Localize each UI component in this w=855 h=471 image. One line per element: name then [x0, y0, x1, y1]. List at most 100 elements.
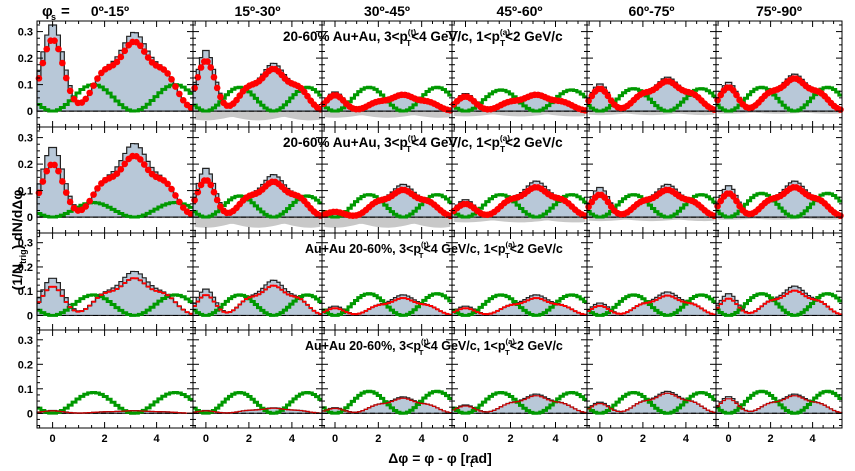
data-point-r0-c0-34 [168, 76, 175, 83]
panel-r2-c4 [586, 232, 717, 331]
panel-r0-c1 [191, 20, 324, 128]
data-point-r0-c0-33 [164, 70, 171, 77]
flow-curve-r3-c1 [193, 390, 322, 415]
panel-r1-c3 [450, 126, 589, 234]
xtick-label-c3-1: 2 [507, 433, 513, 445]
data-point-r0-c0-8 [66, 87, 74, 95]
column-header-4: 60º-75º [628, 3, 674, 19]
row-label-3-part-6: <2 GeV/c [510, 339, 563, 353]
data-point-r0-c0-12 [82, 95, 90, 103]
row-label-2-part-4: (a) [506, 240, 516, 249]
data-point-r1-c0-2 [43, 167, 51, 175]
ytick-label-r0-2: 0.2 [18, 53, 33, 65]
xtick-label-c5-0: 0 [726, 433, 732, 445]
data-point-r0-c5-5 [730, 87, 737, 94]
flow-curve-r2-c1 [193, 293, 322, 317]
flow-curve-r2-c0 [37, 293, 193, 317]
phi-s-equals: = [61, 3, 70, 20]
syst-band-r0-c5 [717, 111, 841, 114]
data-point-r0-c0-6 [59, 59, 66, 67]
flow-curve-r1-c4 [587, 193, 716, 219]
data-point-r1-c1-0 [191, 196, 198, 204]
ytick-label-r2-2: 0.2 [18, 262, 33, 274]
ytick-label-r3-0: 0 [27, 408, 33, 420]
column-header-5: 75º-90º [756, 3, 802, 19]
row-label-3-part-5: T [505, 348, 510, 357]
data-point-r0-c1-6 [210, 73, 218, 81]
data-point-r1-c0-34 [168, 185, 175, 193]
row-label-0-part-5: T [500, 38, 506, 48]
data-point-r0-c0-35 [172, 83, 179, 90]
data-point-r1-c1-1 [194, 188, 202, 196]
column-header-3: 45º-60º [496, 3, 542, 19]
data-point-r0-c1-2 [197, 64, 205, 71]
data-point-r0-c5-6 [733, 91, 740, 99]
y-axis-label: (1/Ntrig) dN/dΔφ [9, 190, 28, 291]
data-point-r1-c0-36 [176, 198, 183, 206]
panel-r3-c5: 0 2 4 [715, 329, 843, 445]
data-point-r1-c1-6 [210, 188, 218, 196]
row-label-2-part-6: <2 GeV/c [510, 242, 563, 256]
row-label-1-part-4: (a) [500, 133, 510, 143]
syst-band-r1-c2 [323, 217, 451, 228]
data-point-r0-c0-4 [51, 37, 58, 44]
data-point-r0-c0-22 [121, 47, 129, 55]
data-point-r0-c0-5 [55, 45, 62, 53]
data-point-r0-c1-1 [194, 74, 202, 81]
syst-band-r1-c4 [588, 217, 715, 222]
panel-r3-c0: 0 0.1 0.2 0.3 0 2 4 [18, 329, 194, 445]
row-label-3-part-2: T [419, 348, 424, 357]
data-point-r1-c0-13 [86, 197, 93, 205]
ytick-label-r2-3: 0.3 [18, 238, 33, 250]
data-point-r1-c0-1 [39, 178, 47, 185]
syst-band-r0-c2 [323, 111, 451, 118]
row-label-3: Au+Au 20-60%, 3<p(t) T<4 GeV/c, 1<p(a) T<2… [305, 337, 563, 357]
data-point-r0-c1-7 [213, 84, 221, 92]
labels-group: φ s = 0º-15º 15º-30º 30º-45º 45º-60º 60º-75º… [9, 3, 802, 469]
panel-r1-c1 [191, 126, 324, 234]
syst-band-r0-c3 [453, 111, 586, 117]
data-point-r1-c5-5 [730, 193, 737, 200]
data-point-r1-c0-8 [66, 198, 74, 206]
panel-r2-c0: 0 0.1 0.2 0.3 [18, 232, 194, 331]
data-point-r1-c0-20 [113, 170, 121, 178]
xtick-label-c5-2: 4 [810, 433, 817, 445]
row-label-3-part-1: (t) [421, 337, 429, 346]
svg-text:(1/Ntrig) dN/dΔφ: (1/Ntrig) dN/dΔφ [9, 190, 28, 291]
data-point-r0-c5-1 [717, 91, 725, 99]
data-hist-r3-c0 [37, 410, 193, 414]
row-label-2-part-5: T [505, 251, 510, 260]
data-point-r0-c1-4 [204, 58, 211, 65]
panel-r0-c4 [585, 20, 718, 128]
data-point-r1-c0-21 [117, 166, 125, 173]
panel-r3-c1: 0 2 4 [192, 329, 323, 445]
data-point-r0-c0-28 [144, 54, 152, 61]
panel-r0-c5 [714, 20, 844, 128]
flow-curve-r1-c0 [37, 201, 193, 219]
data-point-r0-c0-37 [179, 96, 187, 104]
xtick-label-c1-2: 4 [289, 433, 296, 445]
xtick-label-c0-2: 4 [154, 433, 161, 445]
data-point-r1-c5-6 [733, 197, 740, 205]
data-point-r1-c0-12 [82, 203, 90, 210]
panel-r0-c0: 0 0.1 0.2 0.3 [18, 20, 195, 128]
ytick-label-r3-3: 0.3 [18, 335, 33, 347]
y-label-post: ) dN/dΔφ [9, 190, 25, 250]
ytick-label-r2-1: 0.1 [18, 286, 33, 298]
xtick-label-c0-0: 0 [50, 433, 56, 445]
data-point-r1-c0-5 [55, 167, 62, 175]
data-point-r0-c0-21 [117, 53, 125, 61]
row-label-2-part-2: T [419, 251, 424, 260]
xtick-label-c2-2: 4 [419, 433, 426, 445]
data-point-r0-c0-27 [140, 48, 148, 55]
panel-r0-c3 [450, 20, 589, 128]
data-point-r0-c0-36 [176, 90, 183, 98]
data-point-r1-c0-15 [94, 185, 101, 192]
data-point-r0-c0-15 [94, 75, 101, 82]
flow-curve-r0-c0 [37, 83, 193, 113]
column-headers: 0º-15º 15º-30º 30º-45º 45º-60º 60º-75º 75º-90… [91, 3, 802, 19]
row-label-1-part-3: <4 GeV/c, 1<p [411, 135, 500, 150]
data-point-r0-c1-5 [207, 64, 215, 71]
ytick-label-r0-1: 0.1 [18, 80, 33, 92]
syst-band-r1-c3 [453, 217, 586, 223]
